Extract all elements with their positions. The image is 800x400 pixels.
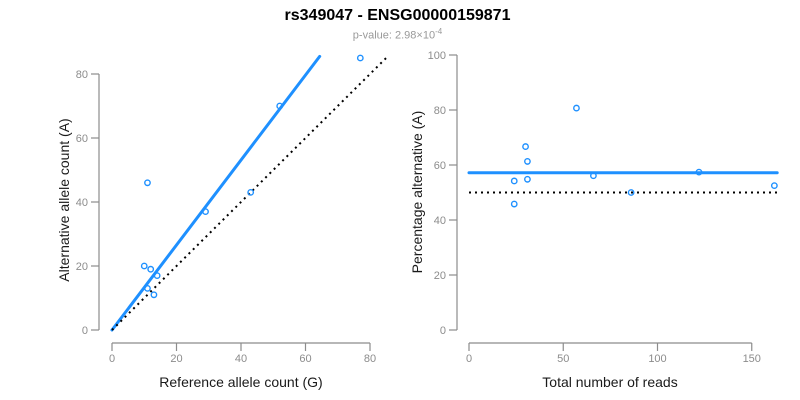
data-point (356, 54, 364, 62)
data-point (510, 200, 518, 208)
y-tick-label: 40 (76, 197, 88, 209)
data-point (150, 291, 158, 299)
right-panel: 0 20 40 60 80 100 0 50 100 150 (428, 50, 779, 365)
left-yaxis-title: Alternative allele count (A) (56, 118, 72, 282)
data-point (524, 158, 531, 165)
pvalue-text: p-value: 2.98×10 (352, 29, 436, 42)
right-xaxis-title: Total number of reads (542, 374, 678, 390)
pvalue-exponent: -4 (435, 27, 443, 36)
data-point (524, 175, 531, 183)
data-point (510, 177, 518, 185)
y-tick-label: 20 (76, 261, 88, 273)
left-panel: 0 20 40 60 80 0 20 40 60 80 (76, 54, 388, 365)
x-tick-label: 40 (235, 353, 247, 365)
data-point (144, 179, 151, 187)
data-point (140, 262, 148, 270)
data-point (153, 272, 161, 279)
data-point (573, 104, 580, 112)
data-point (147, 265, 155, 273)
y-tick-label: 60 (76, 133, 88, 145)
x-tick-label: 60 (299, 353, 311, 365)
x-tick-label: 50 (557, 353, 569, 365)
x-tick-label: 20 (170, 353, 182, 365)
identity-line (111, 56, 388, 331)
plot-title: rs349047 - ENSG00000159871 (284, 7, 511, 24)
x-tick-label: 80 (364, 353, 376, 365)
y-tick-label: 20 (434, 270, 446, 282)
data-point (695, 168, 703, 176)
x-tick-label: 0 (109, 353, 115, 365)
y-tick-label: 0 (82, 325, 88, 337)
data-point (627, 189, 635, 196)
y-tick-label: 80 (76, 69, 88, 81)
fit-line (110, 54, 322, 332)
left-xaxis-title: Reference allele count (G) (159, 374, 323, 390)
data-point (144, 284, 151, 292)
data-point (202, 208, 209, 216)
data-point (247, 188, 255, 196)
y-tick-label: 40 (434, 215, 446, 227)
y-tick-label: 60 (434, 160, 446, 172)
data-point (276, 102, 284, 110)
data-point (522, 143, 529, 150)
plot-subtitle: p-value: 2.98×10-4 (0, 27, 795, 42)
x-tick-label: 100 (648, 353, 666, 365)
data-point (590, 172, 597, 180)
right-yaxis-title: Percentage alternative (A) (409, 110, 425, 274)
x-tick-label: 0 (466, 353, 472, 365)
y-tick-label: 80 (434, 105, 446, 117)
y-tick-label: 0 (440, 325, 446, 337)
data-point (770, 182, 778, 190)
y-tick-label: 100 (428, 50, 446, 62)
x-tick-label: 150 (743, 353, 761, 365)
